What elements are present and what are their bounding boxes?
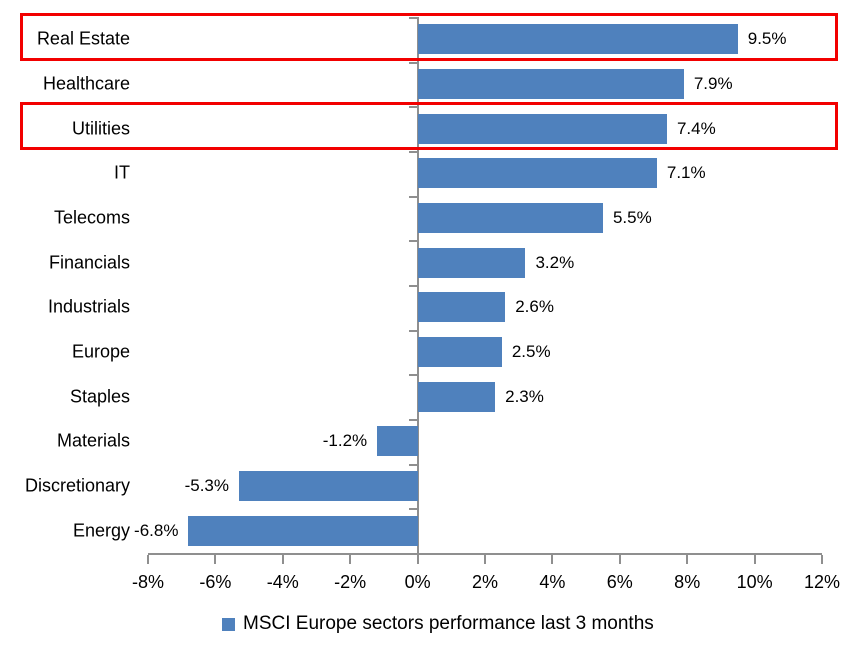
y-axis-tick [408,419,417,421]
legend-series-marker-icon [222,617,235,631]
bar [377,426,418,457]
category-label: IT [114,162,130,183]
bar [188,515,418,546]
category-label: Healthcare [42,73,130,94]
x-axis-tick [618,555,621,564]
x-axis-line [148,553,822,555]
y-axis-tick [408,151,417,153]
category-label: Materials [56,430,130,451]
bar [417,203,603,233]
category-label: Telecoms [53,207,130,228]
bar [238,471,418,501]
x-axis-tick-label: 6% [606,572,633,592]
x-axis-tick [821,555,823,564]
x-axis-tick-label: 12% [803,572,841,592]
y-axis-tick [408,195,417,198]
x-axis-tick [281,555,284,564]
x-axis-tick-label: -8% [131,572,165,592]
value-label: -1.2% [322,431,368,451]
x-axis-tick [753,555,756,564]
x-axis-tick [416,555,419,564]
legend-label: MSCI Europe sectors performance last 3 m… [243,613,654,634]
x-axis-tick-label: -2% [334,572,367,592]
y-axis-tick [408,61,417,64]
bar [417,381,496,412]
y-axis-tick [408,553,417,555]
value-label: -5.3% [184,476,229,495]
value-label: 2.5% [511,342,551,361]
y-axis-tick [408,240,417,243]
category-label: Staples [69,386,130,407]
x-axis-tick-label: 4% [539,572,566,592]
x-axis-tick [686,555,689,564]
legend: MSCI Europe sectors performance last 3 m… [222,611,654,637]
bar [417,292,506,323]
value-label: 3.2% [535,252,575,272]
y-axis-tick [408,463,417,466]
bar [417,113,667,144]
value-label: 2.6% [515,297,554,317]
x-axis-tick-label: 10% [736,572,773,592]
bar [417,24,738,55]
value-label: 5.5% [612,208,652,227]
bar [417,158,657,189]
bar [417,69,684,99]
category-label: Real Estate [36,28,130,49]
y-axis-tick [408,329,417,332]
x-axis-tick-label: 8% [674,572,701,592]
x-axis-tick-label: 2% [471,572,499,592]
highlight-box [20,101,838,151]
category-label: Energy [72,520,130,541]
bar [417,247,526,278]
y-axis-tick [408,17,417,19]
category-label: Discretionary [24,475,130,496]
y-axis-tick [408,374,417,377]
x-axis-tick [214,555,217,564]
y-axis-tick [408,106,417,109]
value-label: 7.1% [666,163,706,183]
highlight-box [20,12,838,62]
x-axis-tick [147,555,149,564]
category-label: Financials [48,252,130,273]
value-label: 2.3% [505,386,544,406]
category-label: Europe [71,341,130,362]
value-label: 7.4% [676,118,716,138]
value-label: 7.9% [693,74,733,93]
category-label: Industrials [47,296,130,317]
x-axis-tick-label: 0% [404,572,431,592]
x-axis-tick-label: -4% [266,572,299,592]
y-axis-tick [408,285,417,287]
category-label: Utilities [71,118,130,139]
x-axis-tick [551,555,554,564]
x-axis-tick [349,555,352,564]
y-axis-tick [408,508,417,511]
value-label: 9.5% [747,29,787,49]
y-axis-line [416,17,419,555]
bar [417,337,502,367]
x-axis-tick [484,555,486,564]
value-label: -6.8% [134,520,179,540]
x-axis-tick-label: -6% [199,572,232,592]
